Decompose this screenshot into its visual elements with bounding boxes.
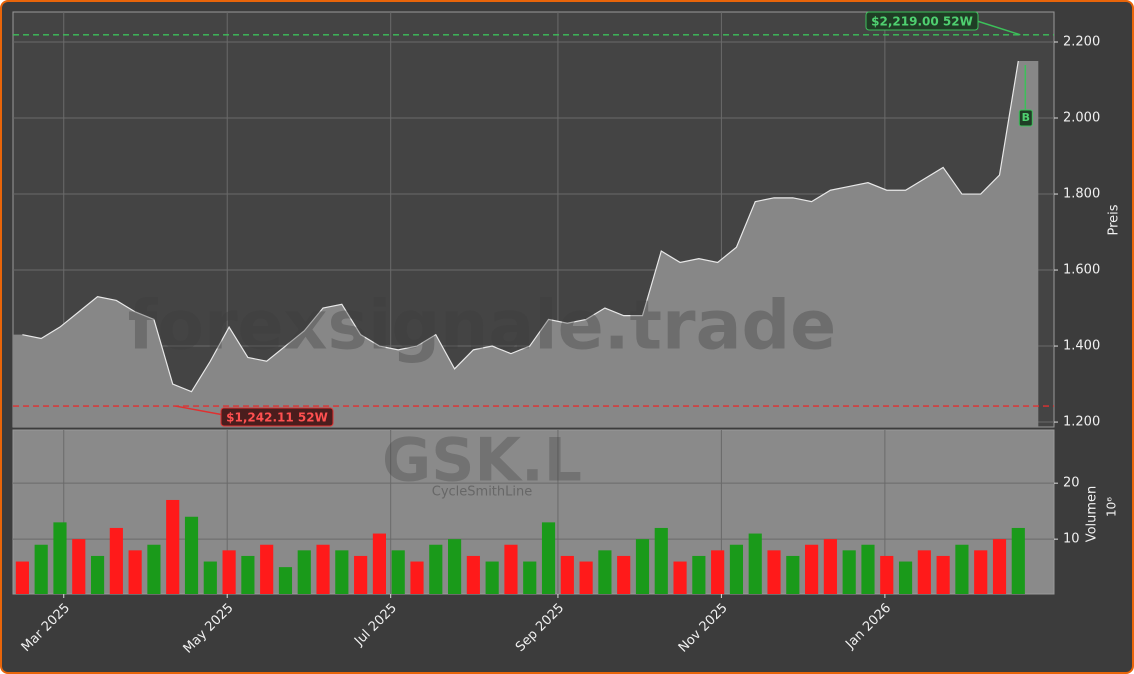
volume-bar <box>805 544 819 594</box>
volume-bar <box>448 539 462 594</box>
volume-bar <box>466 555 480 594</box>
y-tick-label: 2.000 <box>1063 111 1100 126</box>
high-label: $2,219.00 52W <box>871 15 973 29</box>
volume-offset-label: 10⁶ <box>1105 497 1119 517</box>
volume-bar <box>748 533 762 594</box>
y-tick-label: 1.600 <box>1063 263 1100 278</box>
low-arrow <box>175 405 225 416</box>
volume-bar <box>917 550 931 594</box>
volume-bar <box>861 544 875 594</box>
volume-bar <box>992 539 1007 594</box>
volume-axis-label: Volumen <box>1085 486 1100 543</box>
volume-bar <box>34 544 48 594</box>
volume-bar <box>523 561 537 594</box>
volume-bar <box>222 550 236 594</box>
volume-bar <box>541 522 556 594</box>
y-axis-label: Preis <box>1107 204 1122 235</box>
volume-bar <box>692 555 706 594</box>
price-area <box>13 61 1039 428</box>
volume-bar <box>936 555 950 594</box>
volume-bar <box>166 499 180 594</box>
volume-bar <box>278 567 293 594</box>
volume-bar <box>654 527 668 594</box>
volume-bar <box>72 539 86 594</box>
volume-bar <box>955 544 969 594</box>
volume-bar <box>429 544 443 594</box>
x-tick-label: Nov 2025 <box>676 601 731 656</box>
volume-bar <box>15 561 29 594</box>
volume-bar <box>823 539 837 594</box>
price-line <box>22 60 1019 393</box>
y-tick-label: 1.400 <box>1063 339 1100 354</box>
volume-bar <box>635 539 650 594</box>
volume-bar <box>90 555 105 594</box>
volume-bar <box>673 561 687 594</box>
volume-bar <box>729 544 744 594</box>
subtitle-watermark: CycleSmithLine <box>432 485 532 500</box>
volume-bar <box>109 527 123 594</box>
volume-bar <box>316 544 330 594</box>
volume-bar <box>598 550 612 594</box>
y-tick-label: 1.800 <box>1063 187 1100 202</box>
volume-bar <box>560 555 574 594</box>
volume-bar <box>842 550 856 594</box>
signal-box <box>1018 109 1033 127</box>
x-tick-label: Jul 2025 <box>351 601 400 650</box>
x-tick-label: May 2025 <box>181 601 237 657</box>
y-tick-label: 2.200 <box>1063 35 1100 50</box>
volume-bar <box>485 561 499 594</box>
volume-bar <box>128 550 142 594</box>
volume-bar <box>898 561 913 594</box>
volume-bar <box>372 533 386 594</box>
low-label: $1,242.11 52W <box>226 411 328 425</box>
volume-bar <box>617 555 631 594</box>
y-tick-label: 10 <box>1063 532 1080 547</box>
volume-bar <box>504 544 518 594</box>
volume-bar <box>354 555 368 594</box>
volume-bar <box>260 544 274 594</box>
volume-bar <box>203 561 217 594</box>
ticker-watermark: GSK.L <box>382 426 582 496</box>
y-tick-label: 20 <box>1063 476 1080 491</box>
low-label-box <box>220 407 334 427</box>
x-tick-label: Jan 2026 <box>842 601 894 653</box>
volume-bar <box>1011 527 1025 594</box>
x-tick-label: Mar 2025 <box>19 601 73 655</box>
y-tick-label: 1.200 <box>1063 415 1100 430</box>
volume-bar <box>786 555 800 594</box>
volume-bar <box>880 555 894 594</box>
volume-bar <box>767 550 781 594</box>
volume-bar <box>410 561 424 594</box>
volume-bar <box>974 550 988 594</box>
high-label-box <box>865 11 979 31</box>
volume-bar <box>53 522 67 594</box>
signal-label: B <box>1022 111 1030 124</box>
volume-bar <box>297 550 311 594</box>
volume-bar <box>241 555 255 594</box>
volume-bar <box>184 516 199 594</box>
high-arrow <box>976 20 1021 36</box>
volume-bar <box>147 544 161 594</box>
volume-bar <box>335 550 349 594</box>
volume-bar <box>711 550 725 594</box>
x-tick-label: Sep 2025 <box>513 601 567 655</box>
volume-bar <box>391 550 405 594</box>
volume-bar <box>579 561 593 594</box>
watermark: forexsignale.trade <box>128 287 837 366</box>
